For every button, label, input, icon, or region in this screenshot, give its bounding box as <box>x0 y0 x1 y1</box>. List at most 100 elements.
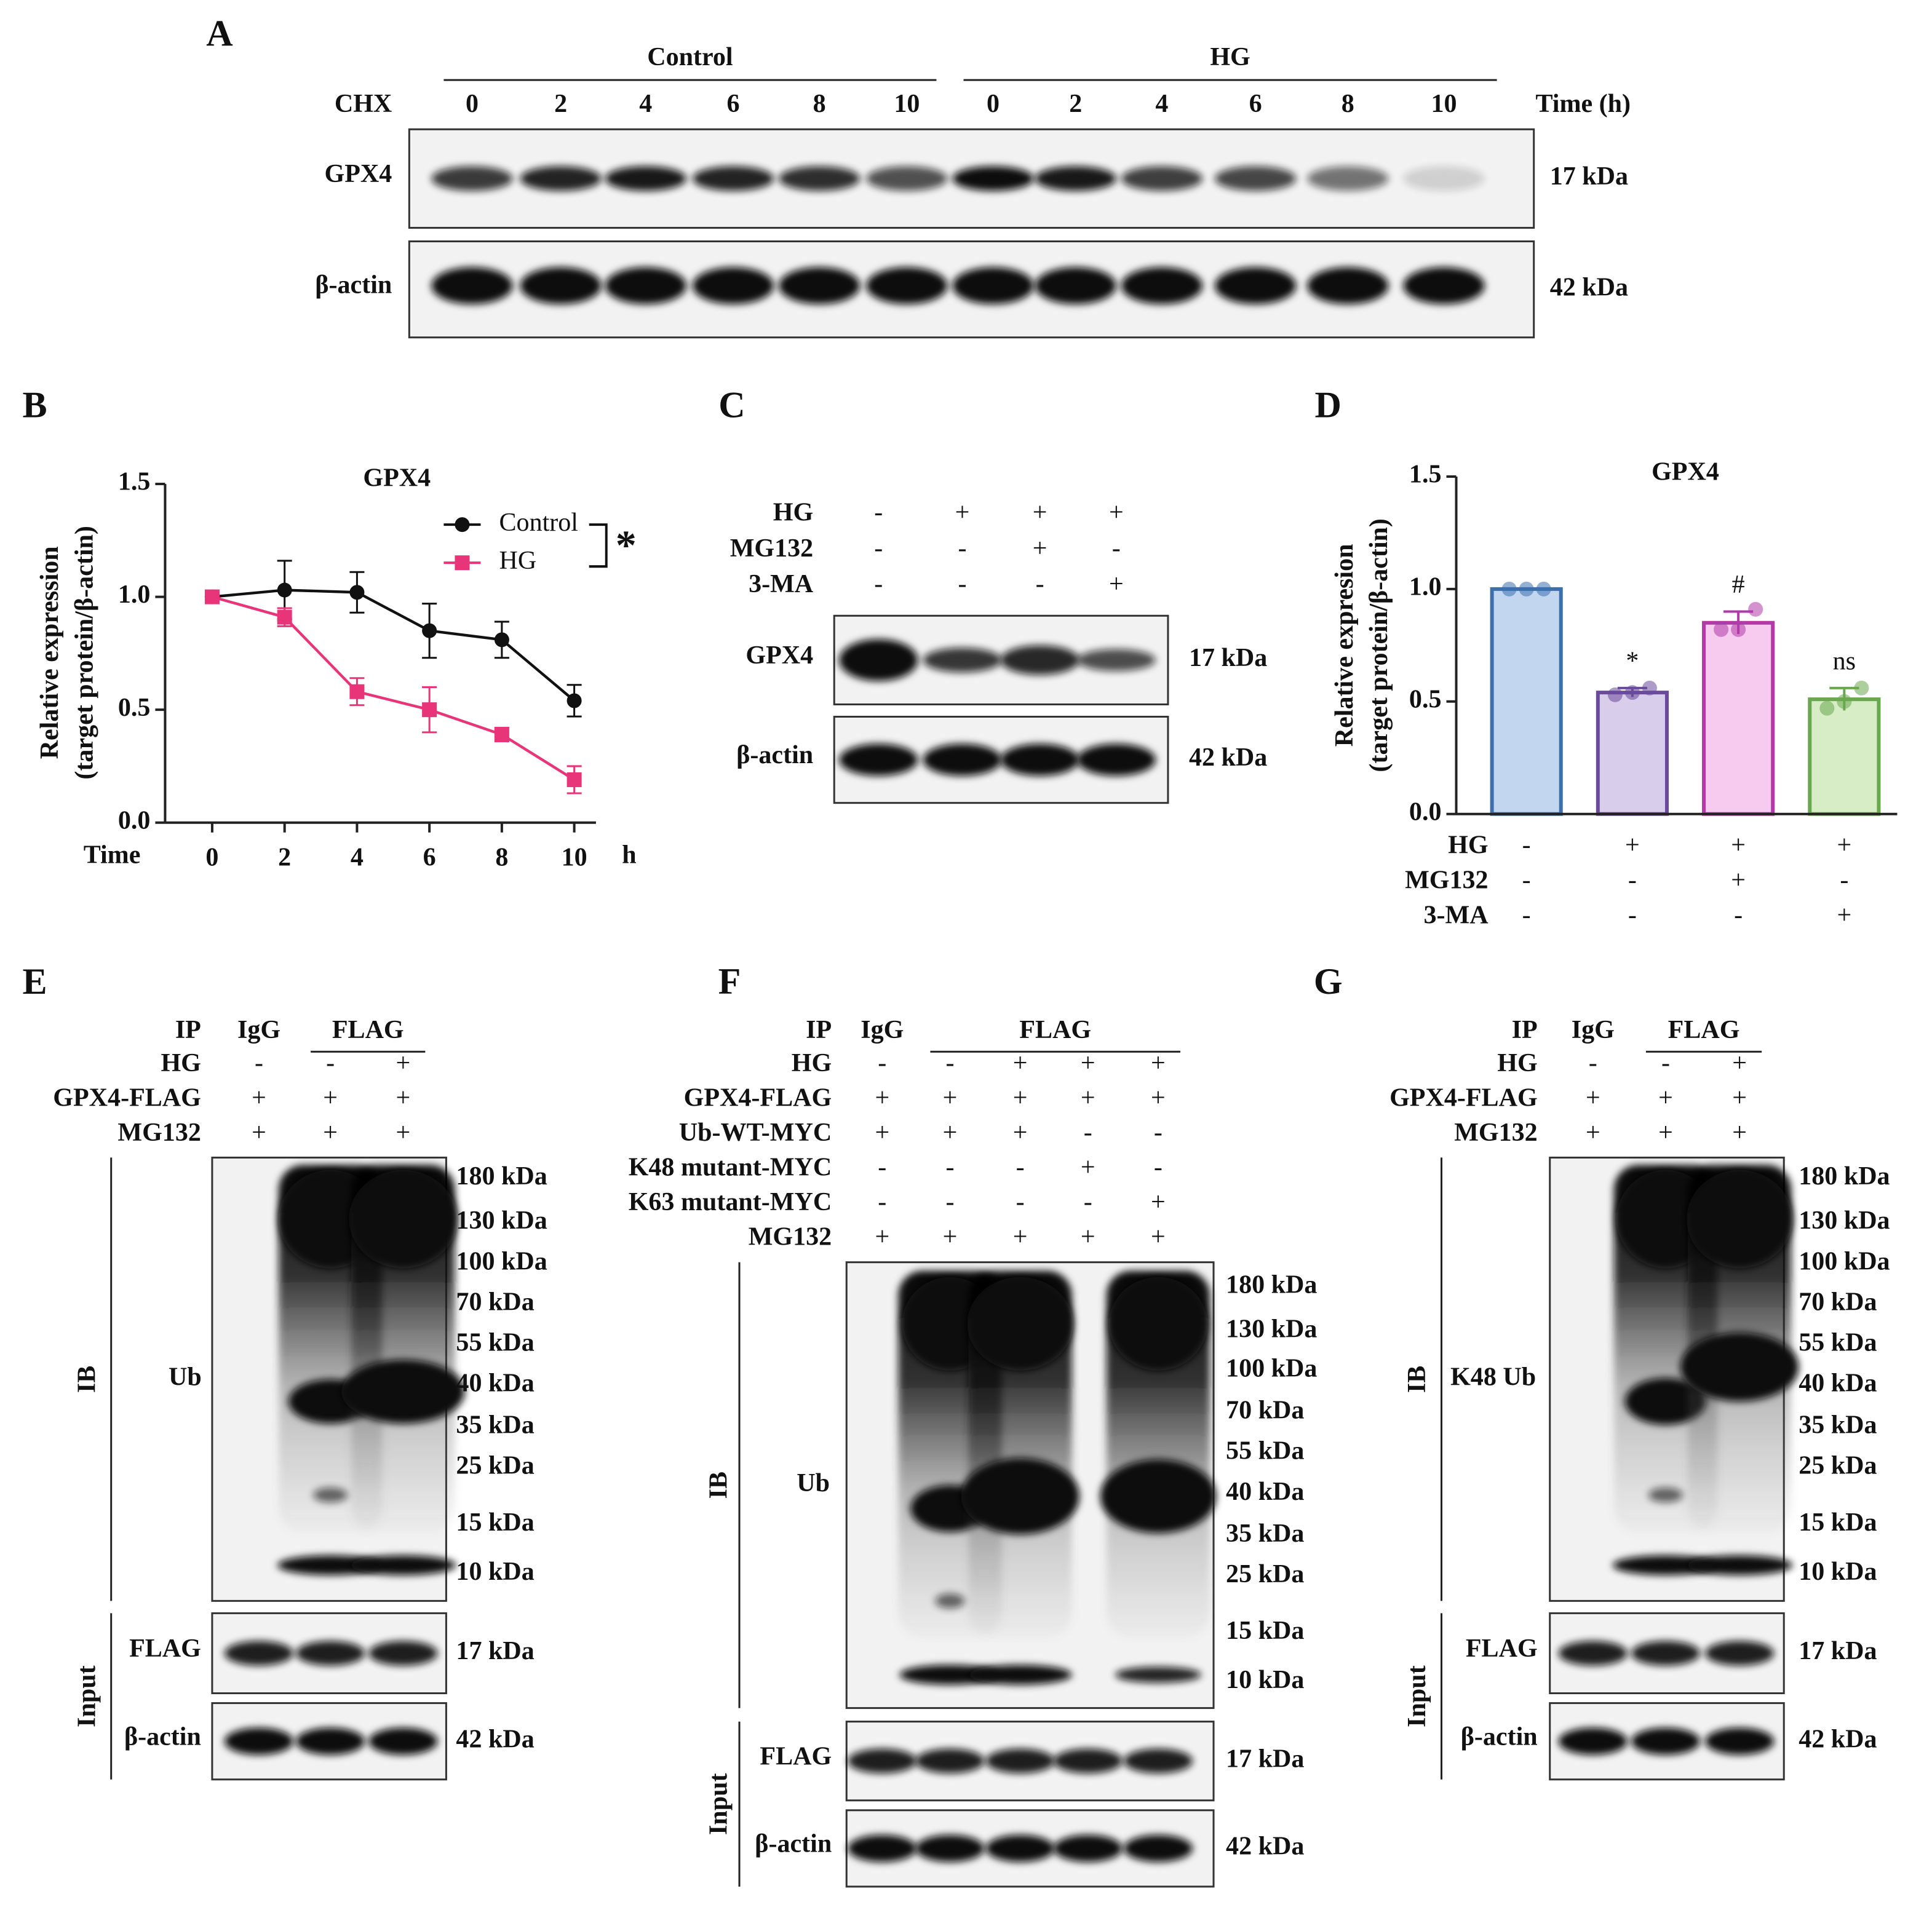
condition-sign: + <box>1658 1119 1673 1147</box>
band <box>923 648 1002 673</box>
time-label: 0 <box>987 90 1000 118</box>
condition-sign: + <box>1732 1119 1747 1147</box>
condition-sign: + <box>1013 1049 1028 1077</box>
condition-label: 3-MA <box>749 570 814 598</box>
band <box>952 166 1034 191</box>
protein-label: Ub <box>797 1469 830 1497</box>
y-tick-label: 1.0 <box>118 581 151 609</box>
treatment-sign: - <box>1522 831 1531 859</box>
size-label: 42 kDa <box>1226 1833 1304 1861</box>
marker-label: 15 kDa <box>1799 1508 1877 1537</box>
band <box>1053 1748 1123 1773</box>
y-axis-label: Relative expression <box>36 546 64 759</box>
condition-sign: - <box>255 1049 263 1077</box>
condition-sign: + <box>1109 570 1124 598</box>
condition-sign: + <box>1013 1222 1028 1251</box>
row-label: CHX <box>335 90 392 118</box>
band <box>605 166 686 191</box>
band <box>1648 1488 1684 1503</box>
point <box>422 623 437 638</box>
bar <box>1808 697 1881 816</box>
panel-letter: F <box>718 961 741 1002</box>
condition-sign: + <box>396 1049 410 1077</box>
ip-group: IgG <box>861 1016 904 1044</box>
condition-sign: + <box>252 1084 266 1112</box>
condition-sign: + <box>1586 1119 1600 1147</box>
condition-sign: - <box>1112 534 1121 563</box>
band <box>1115 1666 1201 1683</box>
protein-label: Ub <box>169 1363 202 1392</box>
condition-label: K63 mutant-MYC <box>629 1188 832 1216</box>
band <box>296 1727 365 1755</box>
protein-label: K48 Ub <box>1450 1363 1536 1392</box>
y-tick-label: 0.5 <box>1409 685 1442 713</box>
band <box>1108 1277 1208 1371</box>
band <box>520 166 602 191</box>
marker-label: 55 kDa <box>456 1328 534 1357</box>
condition-sign: - <box>878 1049 886 1077</box>
condition-sign: + <box>1081 1049 1095 1077</box>
protein-label: β-actin <box>1461 1722 1538 1751</box>
point <box>566 772 582 787</box>
treatment-sign: - <box>1734 902 1743 930</box>
band <box>1076 649 1156 672</box>
band <box>935 1593 965 1609</box>
treatment-label: MG132 <box>1405 866 1488 895</box>
band <box>952 267 1034 304</box>
band <box>968 1665 1072 1685</box>
condition-label: GPX4-FLAG <box>684 1084 832 1112</box>
treatment-sign: + <box>1731 831 1746 859</box>
band <box>1631 1727 1701 1755</box>
point <box>349 684 365 699</box>
band <box>224 1727 294 1755</box>
data-point <box>1536 581 1551 596</box>
treatment-sign: + <box>1731 866 1746 895</box>
point <box>349 585 365 600</box>
condition-sign: - <box>1084 1188 1092 1216</box>
treatment-sign: - <box>1522 866 1531 895</box>
significance-bracket <box>589 523 608 568</box>
y-axis-label: Relative expresion <box>1330 544 1359 747</box>
condition-sign: + <box>1151 1222 1166 1251</box>
x-axis-label: Time <box>84 841 141 869</box>
data-point <box>1501 581 1517 596</box>
condition-sign: - <box>1084 1119 1092 1147</box>
band <box>1121 267 1203 304</box>
band <box>692 267 774 304</box>
marker-label: 25 kDa <box>456 1452 534 1480</box>
condition-label: MG132 <box>117 1119 201 1147</box>
x-tick-label: 8 <box>495 843 508 871</box>
band <box>1123 1748 1193 1773</box>
point <box>566 693 582 708</box>
band <box>839 639 918 681</box>
condition-sign: - <box>945 1049 954 1077</box>
size-label: 17 kDa <box>1189 644 1267 672</box>
band <box>224 1641 294 1666</box>
treatment-sign: + <box>1625 831 1640 859</box>
marker-label: 40 kDa <box>1226 1478 1304 1506</box>
band <box>899 1665 1001 1685</box>
treatment-sign: - <box>1628 902 1637 930</box>
ib-label: IB <box>705 1472 733 1499</box>
size-label: 42 kDa <box>456 1725 534 1753</box>
ip-group: IgG <box>1572 1016 1615 1044</box>
band <box>341 1359 465 1424</box>
time-label: 10 <box>1431 90 1457 118</box>
x-tick-label: 10 <box>562 843 587 871</box>
band <box>1705 1641 1775 1666</box>
x-tick-label: 0 <box>205 843 218 871</box>
treatment-label: 3-MA <box>1424 902 1489 930</box>
marker-label: 100 kDa <box>456 1247 547 1275</box>
marker-label: 130 kDa <box>1799 1207 1890 1235</box>
condition-label: HG <box>773 499 813 527</box>
condition-sign: - <box>1016 1153 1025 1181</box>
condition-label: GPX4-FLAG <box>1389 1084 1538 1112</box>
y-tick-label: 0.0 <box>1409 798 1442 826</box>
band <box>1121 166 1203 191</box>
time-label: 6 <box>726 90 739 118</box>
condition-sign: + <box>1033 534 1047 563</box>
band <box>692 166 774 191</box>
band <box>350 1555 456 1575</box>
condition-sign: + <box>1151 1084 1166 1112</box>
marker-label: 25 kDa <box>1226 1560 1304 1588</box>
